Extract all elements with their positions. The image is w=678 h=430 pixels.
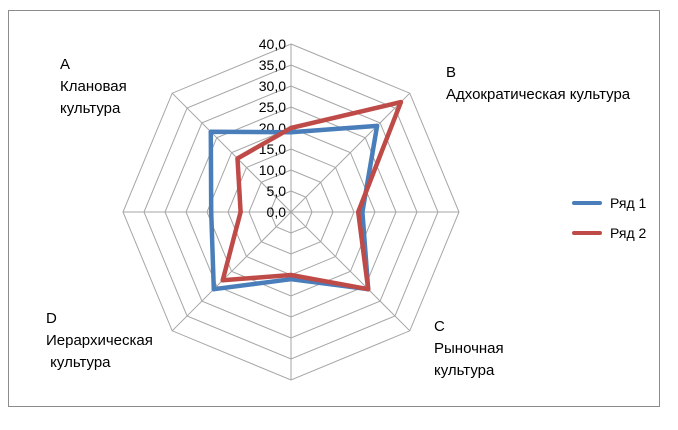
legend-swatch-series-2 (572, 231, 602, 235)
radar-series (208, 99, 404, 292)
tick-label: 5,0 (267, 183, 287, 199)
series-1-point (288, 277, 294, 282)
radial-axis-ticks: 0,05,010,015,020,025,030,035,040,0 (259, 36, 286, 220)
category-label-b: B Адхократическая культура (446, 64, 631, 103)
chart-legend: Ряд 1 Ряд 2 (572, 188, 646, 248)
series-2-point (220, 278, 225, 283)
tick-label: 30,0 (259, 78, 286, 94)
category-label-a: A Клановая культура (60, 56, 127, 117)
series-2-point (398, 99, 404, 105)
series-1-point (209, 209, 214, 215)
category-label-c: C Рыночная культура (434, 318, 504, 379)
legend-label-series-1: Ряд 1 (610, 195, 647, 211)
series-2-point (288, 125, 294, 131)
radar-grid (122, 43, 460, 381)
series-2-point (238, 209, 243, 215)
grid-spoke-6 (171, 211, 292, 332)
category-label-d: D Иерархическая культура (46, 310, 153, 371)
series-2-point (356, 209, 361, 215)
series-1-point (360, 209, 365, 215)
tick-label: 0,0 (267, 204, 287, 220)
tick-label: 40,0 (259, 36, 286, 52)
grid-spoke-8 (171, 92, 292, 213)
legend-item-series-1: Ряд 1 (572, 188, 646, 218)
tick-label: 10,0 (259, 162, 286, 178)
series-2-point (235, 156, 240, 161)
tick-label: 25,0 (259, 99, 286, 115)
series-1-point (208, 129, 213, 134)
legend-swatch-series-1 (572, 201, 602, 205)
grid-spoke-2 (290, 92, 411, 213)
series-2-point (288, 272, 294, 278)
series-1-point (211, 287, 216, 292)
tick-label: 35,0 (259, 57, 286, 73)
grid-spoke-4 (290, 211, 411, 332)
series-2-point (366, 287, 371, 292)
series-1-point (374, 123, 380, 129)
legend-label-series-2: Ряд 2 (610, 225, 647, 241)
legend-item-series-2: Ряд 2 (572, 218, 646, 248)
